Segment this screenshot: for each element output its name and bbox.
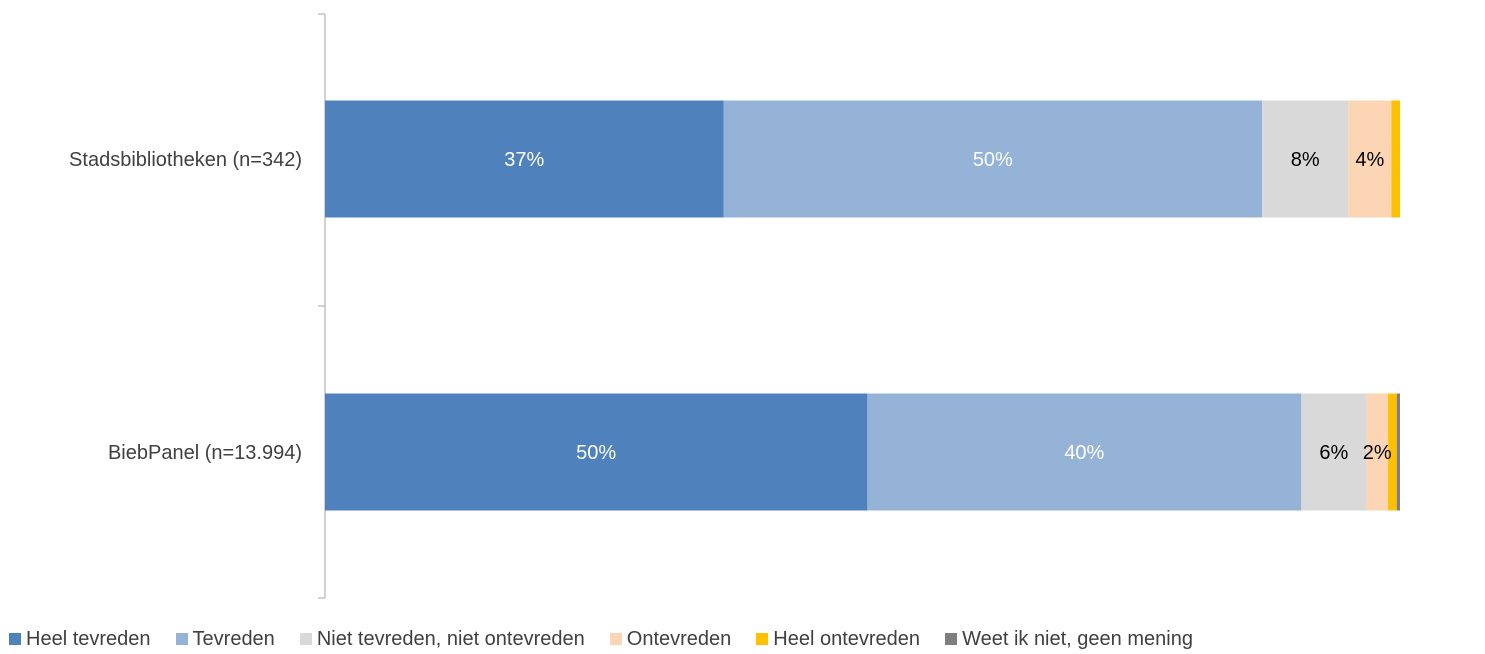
bar-segment [1366,393,1389,511]
legend-swatch [609,633,622,645]
data-label: 8% [1291,149,1320,171]
data-label: 50% [973,149,1013,171]
category-label: Stadsbibliotheken (n=342) [69,149,302,171]
legend-item: Ontevreden [609,627,732,651]
legend-item: Heel tevreden [9,628,151,651]
legend-label: Tevreden [192,627,275,650]
data-label: 4% [1355,149,1384,171]
legend-label: Ontevreden [626,627,732,650]
bar-segment [1396,393,1400,511]
data-label: 40% [1064,442,1104,464]
bar-segment [723,100,1263,218]
legend-label: Heel tevreden [26,627,151,650]
legend-label: Weet ik niet, geen mening [962,627,1193,650]
bar-segment [1388,393,1397,511]
bar-segment [1348,100,1392,218]
category-labels: Stadsbibliotheken (n=342) BiebPanel (n=13… [69,149,302,464]
bar-segment [867,393,1302,511]
data-label: 6% [1319,442,1348,464]
legend-item: Tevreden [175,627,275,651]
data-label: 50% [576,442,616,464]
legend-swatch [9,633,21,645]
legend-swatch [756,633,769,645]
data-label: 37% [504,149,544,171]
bar-segment [1262,100,1349,218]
legend-swatch [175,633,188,645]
legend-item: Weet ik niet, geen mening [945,628,1193,651]
legend-item: Niet tevreden, niet ontevreden [299,627,585,651]
legend-item: Heel ontevreden [756,628,920,651]
legend: Heel tevreden Tevreden Niet tevreden, niet… [0,624,1485,654]
category-label: BiebPanel (n=13.994) [108,442,302,464]
bar-segment [1301,393,1367,511]
bar-segment [1391,100,1400,218]
legend-swatch [945,633,958,645]
legend-label: Niet tevreden, niet ontevreden [316,627,585,650]
legend-label: Heel ontevreden [773,627,921,650]
bar-segment [325,393,868,511]
bar-segment [325,100,724,218]
data-label: 2% [1363,442,1392,464]
legend-swatch [299,633,312,645]
bars [325,100,1400,511]
value-labels: 37% 50% 8% 4% 50% 40% 6% 2% [504,149,1392,464]
category-axis [318,13,326,599]
